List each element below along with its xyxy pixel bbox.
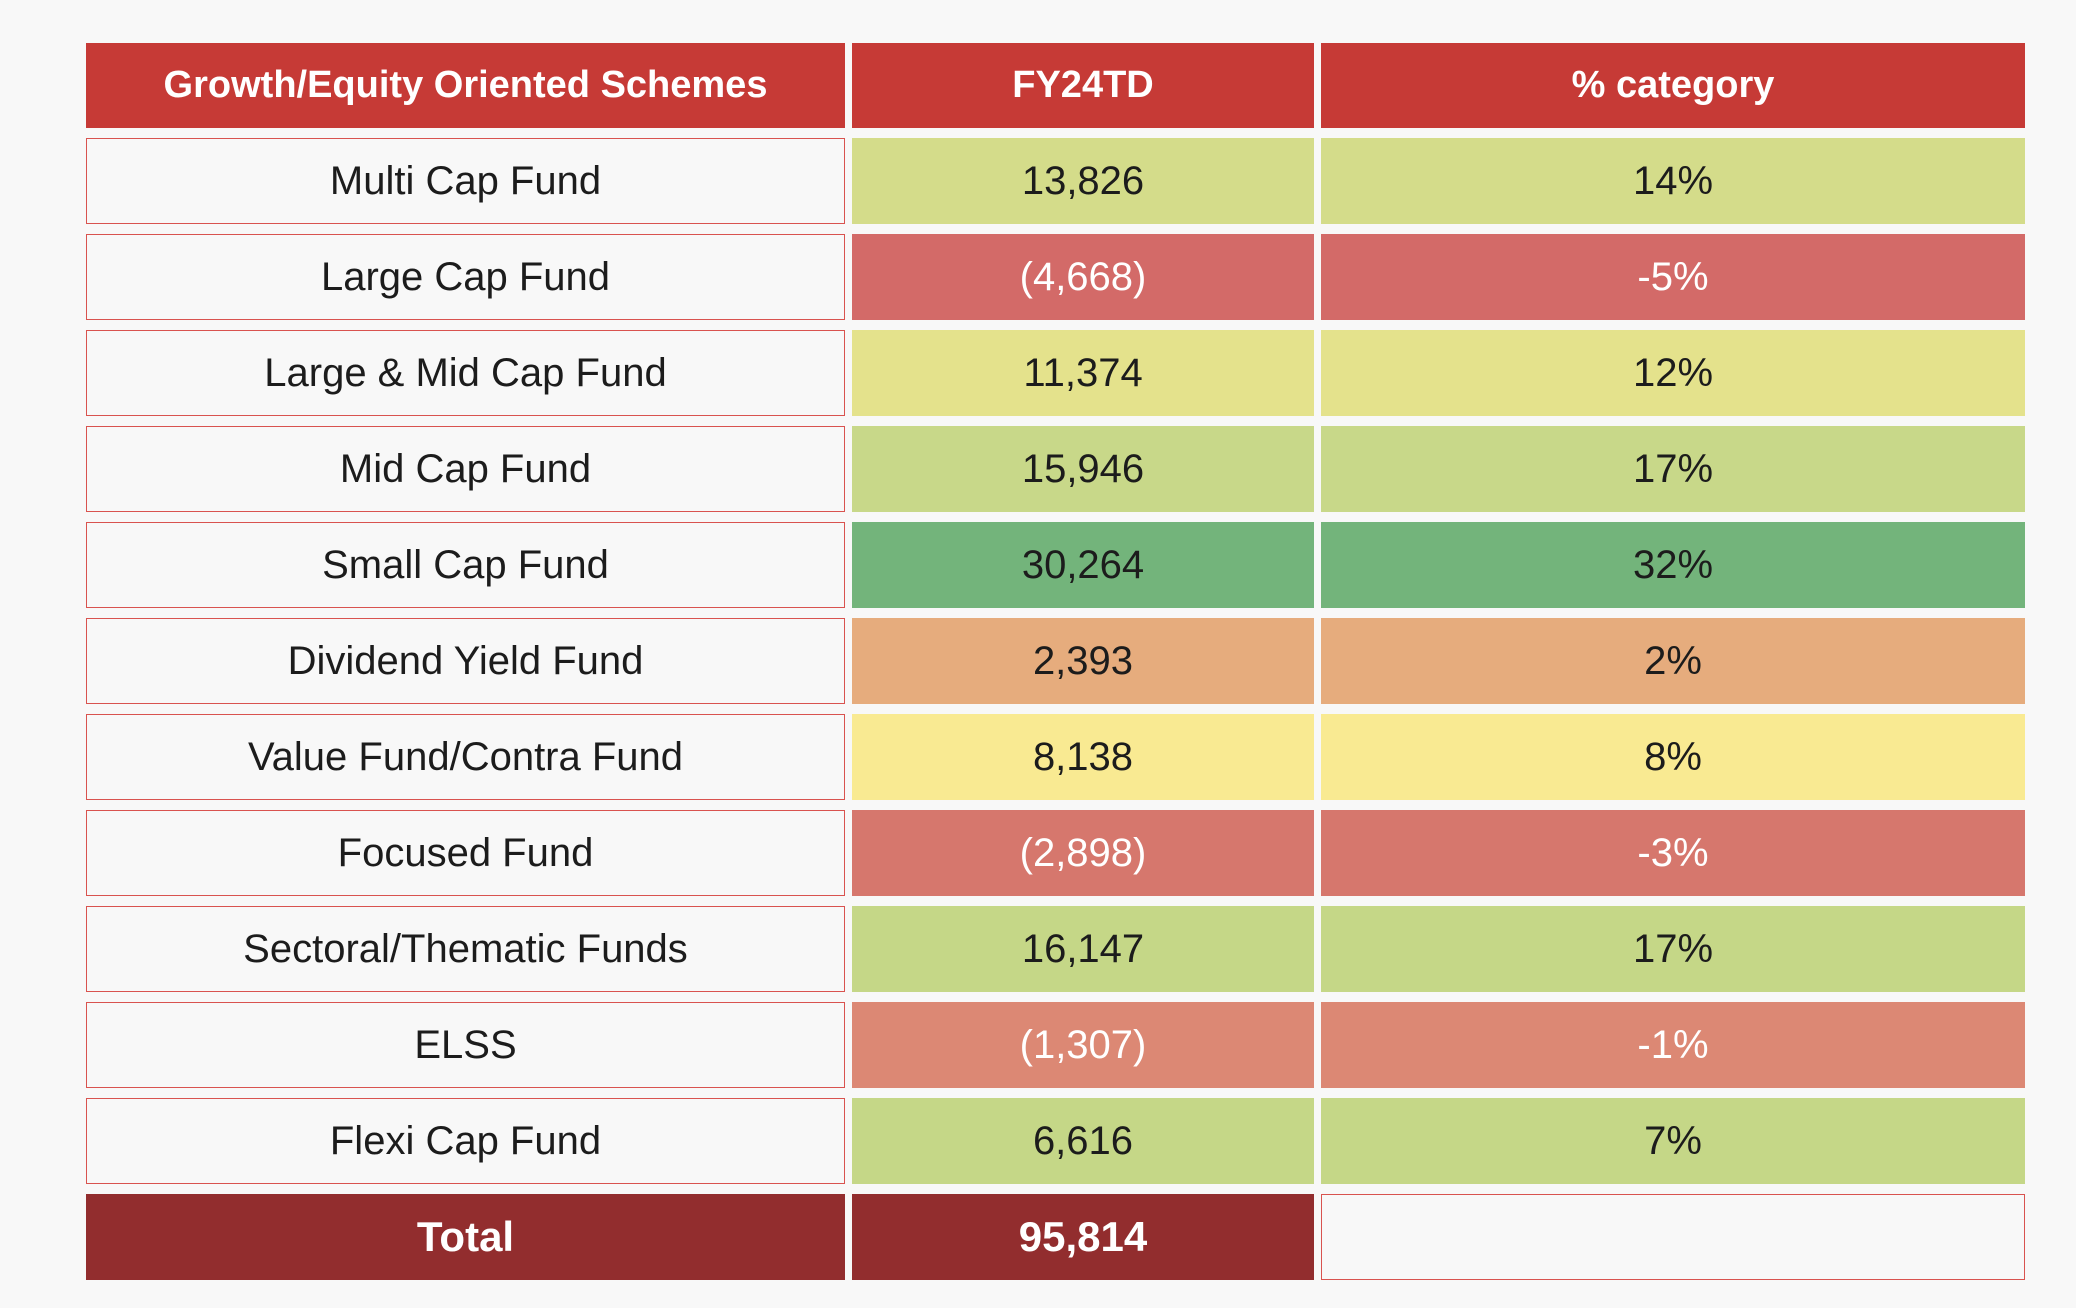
fund-flows-table: Growth/Equity Oriented Schemes FY24TD % … [86,43,2025,1280]
table-row-scheme: Large Cap Fund [86,234,845,320]
table-row-scheme: Sectoral/Thematic Funds [86,906,845,992]
header-pct-category: % category [1321,43,2025,128]
table-row-scheme: Focused Fund [86,810,845,896]
total-fy24td: 95,814 [852,1194,1314,1280]
table-row-scheme: Large & Mid Cap Fund [86,330,845,416]
table-row-pct: 32% [1321,522,2025,608]
table-row-scheme: Mid Cap Fund [86,426,845,512]
table-row-fy24td: 15,946 [852,426,1314,512]
table-row-pct: 12% [1321,330,2025,416]
total-pct-empty [1321,1194,2025,1280]
table-row-scheme: Multi Cap Fund [86,138,845,224]
table-row-fy24td: 8,138 [852,714,1314,800]
table-row-pct: 7% [1321,1098,2025,1184]
table-row-pct: 8% [1321,714,2025,800]
table-row-pct: -5% [1321,234,2025,320]
table-row-pct: 17% [1321,426,2025,512]
table-row-scheme: ELSS [86,1002,845,1088]
table-row-fy24td: 30,264 [852,522,1314,608]
table-row-pct: 14% [1321,138,2025,224]
header-scheme: Growth/Equity Oriented Schemes [86,43,845,128]
table-row-fy24td: (1,307) [852,1002,1314,1088]
table-row-pct: 17% [1321,906,2025,992]
table-row-fy24td: (2,898) [852,810,1314,896]
header-fy24td: FY24TD [852,43,1314,128]
table-row-fy24td: 6,616 [852,1098,1314,1184]
table-row-pct: 2% [1321,618,2025,704]
total-label: Total [86,1194,845,1280]
table-row-scheme: Dividend Yield Fund [86,618,845,704]
table-row-scheme: Value Fund/Contra Fund [86,714,845,800]
table-row-pct: -1% [1321,1002,2025,1088]
table-row-fy24td: 2,393 [852,618,1314,704]
table-row-fy24td: 11,374 [852,330,1314,416]
table-row-fy24td: 16,147 [852,906,1314,992]
table-row-fy24td: 13,826 [852,138,1314,224]
table-row-fy24td: (4,668) [852,234,1314,320]
table-row-pct: -3% [1321,810,2025,896]
table-row-scheme: Flexi Cap Fund [86,1098,845,1184]
table-row-scheme: Small Cap Fund [86,522,845,608]
